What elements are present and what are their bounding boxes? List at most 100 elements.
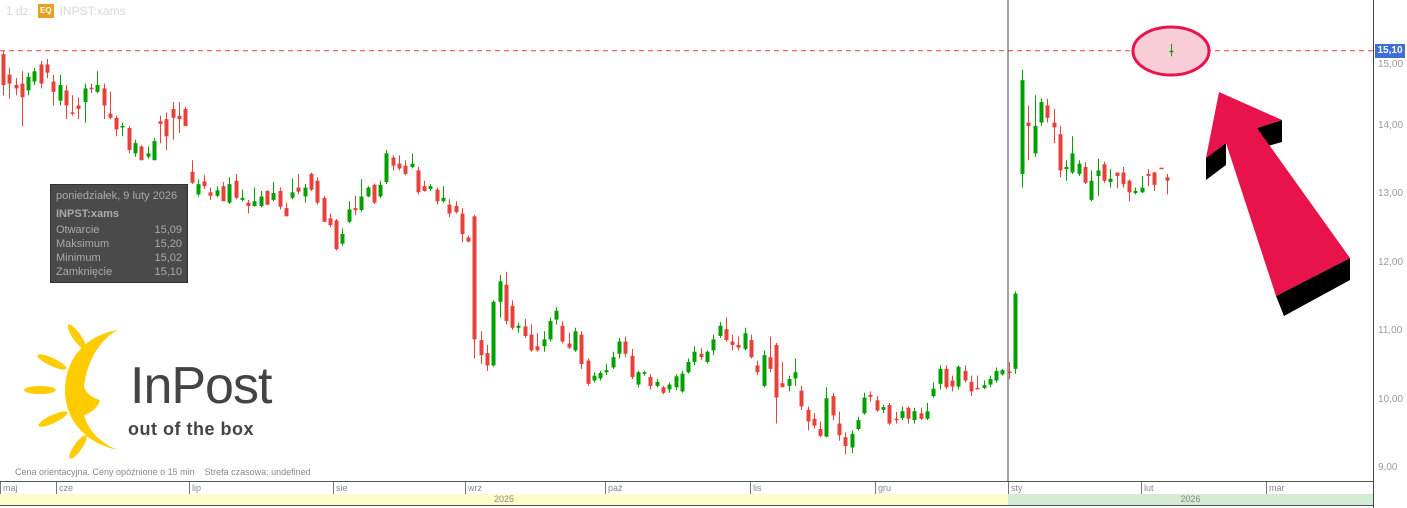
candle-up[interactable] [290,178,295,200]
candle-down[interactable] [818,421,823,438]
candle-up[interactable] [1039,98,1044,126]
candle-up[interactable] [554,307,559,325]
candle-down[interactable] [7,67,12,99]
candle-up[interactable] [133,139,138,157]
candle-up[interactable] [743,327,748,351]
candle-down[interactable] [504,271,509,325]
candle-down[interactable] [102,83,107,120]
candle-up[interactable] [259,190,264,208]
candle-up[interactable] [680,370,685,393]
candle-up[interactable] [240,189,245,202]
candle-up[interactable] [1108,169,1113,188]
candle-up[interactable] [1000,368,1005,376]
candle-down[interactable] [265,190,270,206]
candle-down[interactable] [416,167,421,195]
candle-down[interactable] [208,187,213,200]
candle-down[interactable] [472,214,477,359]
candle-down[interactable] [221,182,226,202]
candle-down[interactable] [51,74,56,106]
candle-up[interactable] [542,331,547,352]
candle-down[interactable] [322,195,327,222]
candle-up[interactable] [1169,43,1174,57]
candle-down[interactable] [435,187,440,205]
candle-up[interactable] [655,379,660,388]
candle-up[interactable] [152,138,157,161]
candle-up[interactable] [762,350,767,388]
candle-up[interactable] [956,365,961,390]
candle-up[interactable] [692,346,697,366]
candle-up[interactable] [441,186,446,203]
candle-down[interactable] [1,50,6,96]
candle-up[interactable] [988,375,993,388]
candle-down[interactable] [114,115,119,137]
candle-up[interactable] [636,370,641,388]
candle-up[interactable] [705,350,710,364]
candle-down[interactable] [1045,98,1050,123]
candle-up[interactable] [611,351,616,369]
candle-up[interactable] [1013,291,1018,374]
candle-up[interactable] [982,380,987,390]
candle-down[interactable] [1058,126,1063,178]
candle-down[interactable] [843,432,848,455]
candle-down[interactable] [648,374,653,390]
candle-down[interactable] [1007,361,1012,380]
candle-down[interactable] [64,84,69,120]
candle-up[interactable] [718,322,723,339]
candle-up[interactable] [359,179,364,212]
candle-down[interactable] [127,126,132,154]
candle-up[interactable] [931,382,936,398]
candle-down[interactable] [944,365,949,390]
candle-up[interactable] [900,406,905,421]
candle-up[interactable] [410,153,415,169]
candle-up[interactable] [384,149,389,185]
candle-down[interactable] [780,361,785,388]
candle-up[interactable] [428,184,433,191]
candle-down[interactable] [799,385,804,410]
candle-up[interactable] [498,275,503,318]
candle-up[interactable] [1096,158,1101,196]
candle-down[interactable] [447,199,452,217]
candle-down[interactable] [749,334,754,359]
candle-up[interactable] [1140,175,1145,194]
candle-up[interactable] [378,180,383,198]
candle-down[interactable] [14,78,19,96]
candle-down[interactable] [403,160,408,176]
candle-down[interactable] [158,115,163,144]
candle-up[interactable] [516,322,521,333]
candle-down[interactable] [246,199,251,214]
candle-up[interactable] [1064,160,1069,181]
candle-up[interactable] [340,228,345,246]
candle-down[interactable] [529,324,534,352]
candle-up[interactable] [1133,187,1138,195]
candle-down[interactable] [479,331,484,365]
candle-down[interactable] [391,155,396,171]
candle-down[interactable] [906,406,911,424]
candle-up[interactable] [227,177,232,204]
candle-up[interactable] [787,375,792,392]
candle-down[interactable] [630,348,635,380]
candle-up[interactable] [548,317,553,342]
candle-down[interactable] [1026,105,1031,161]
candle-down[interactable] [919,407,924,421]
candle-down[interactable] [535,333,540,352]
candle-down[interactable] [560,320,565,344]
candle-up[interactable] [347,201,352,224]
candle-down[interactable] [460,208,465,243]
candle-down[interactable] [1052,108,1057,144]
candle-down[interactable] [730,334,735,351]
candle-up[interactable] [271,182,276,202]
candle-up[interactable] [120,122,125,137]
candle-down[interactable] [45,58,50,79]
candle-down[interactable] [1152,171,1157,191]
candle-down[interactable] [1121,167,1126,188]
candle-down[interactable] [190,160,195,185]
candle-up[interactable] [366,186,371,198]
candle-down[interactable] [89,83,94,94]
candle-down[interactable] [837,411,842,441]
candle-down[interactable] [108,91,113,120]
candle-down[interactable] [950,375,955,392]
candle-up[interactable] [491,300,496,367]
candle-up[interactable] [1077,160,1082,176]
candle-down[interactable] [579,331,584,369]
